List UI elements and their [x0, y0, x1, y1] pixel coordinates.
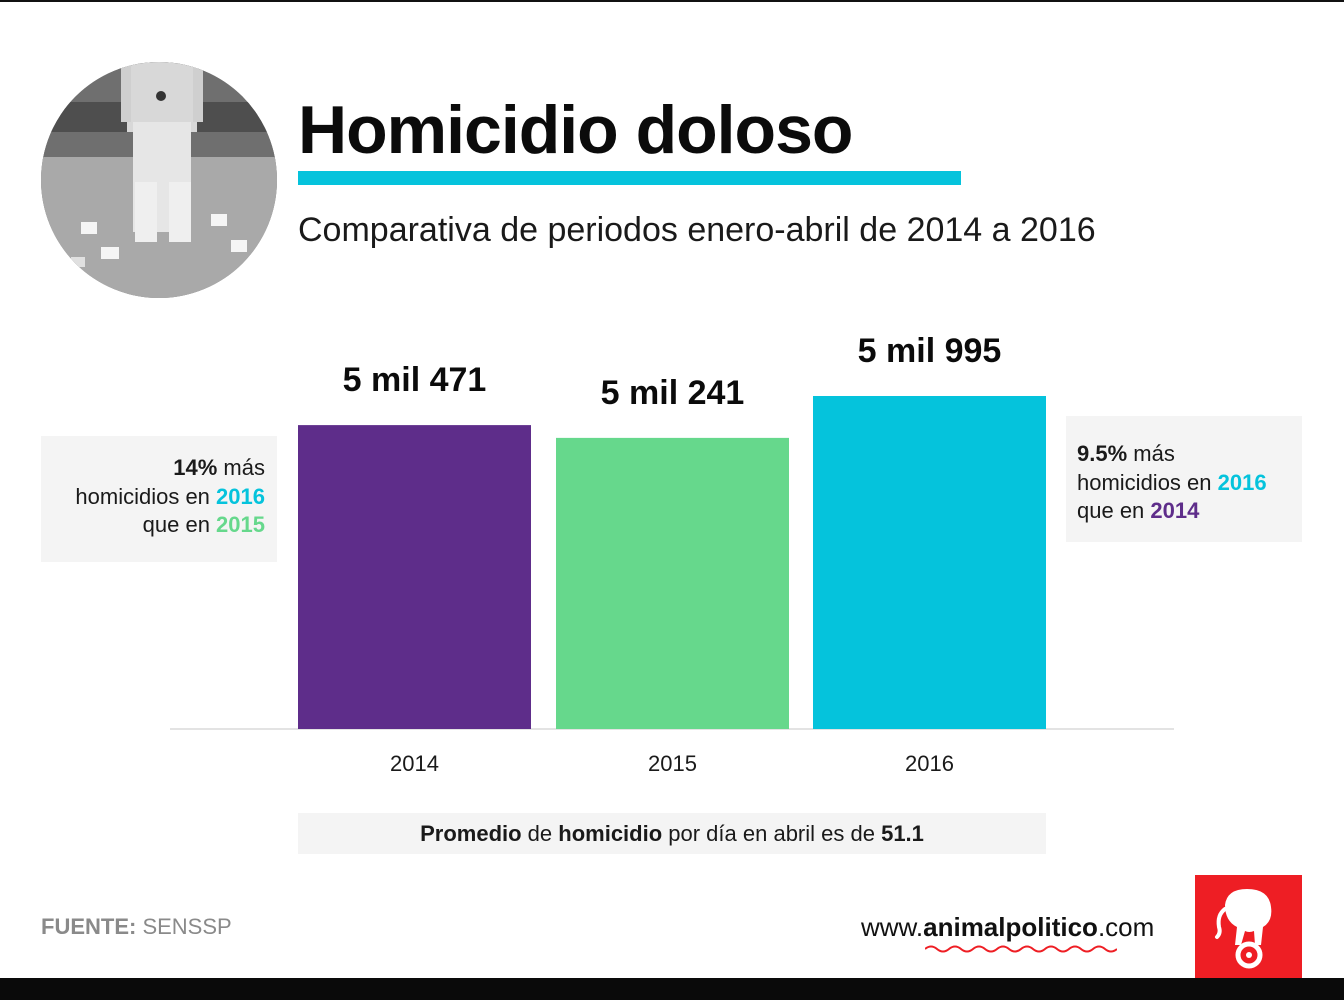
site-suffix: .com [1097, 912, 1155, 942]
page-title: Homicidio doloso [298, 92, 853, 168]
average-word-2: de [521, 821, 559, 846]
bar-2014 [298, 425, 531, 729]
note-left-text-3: que en [142, 512, 217, 538]
average-value: 51.1 [881, 821, 924, 846]
x-tick-2014: 2014 [390, 751, 439, 776]
average-word-1: Promedio [420, 821, 522, 846]
source-label: FUENTE: [41, 914, 137, 939]
note-right-pct: 9.5% [1077, 441, 1128, 466]
page-subtitle: Comparativa de periodos enero-abril de 2… [298, 211, 1096, 249]
x-tick-2015: 2015 [648, 751, 697, 776]
note-right-year-b: 2014 [1150, 498, 1200, 524]
note-left: 14% más homicidios en 2016 que en 2015 [41, 436, 277, 562]
bar-2015 [556, 437, 789, 729]
note-right-text-1: más [1127, 441, 1175, 466]
bar-2016 [813, 396, 1046, 729]
top-border [0, 0, 1344, 2]
value-label-2015: 5 mil 241 [601, 374, 745, 412]
average-word-3: homicidio [558, 821, 663, 846]
elephant-logo-icon [1195, 875, 1302, 978]
site-prefix: www. [861, 912, 924, 942]
site-wave-underline [925, 945, 1117, 953]
note-left-year-a: 2016 [216, 483, 265, 509]
source-credit: FUENTE: SENSSP [41, 914, 232, 940]
note-left-pct: 14% [173, 455, 218, 480]
crime-scene-photo [41, 62, 277, 298]
note-right-text-2: homicidios en [1077, 469, 1218, 495]
note-left-year-b: 2015 [216, 512, 265, 538]
bottom-border [0, 978, 1344, 1000]
note-left-text-2: homicidios en [75, 483, 217, 509]
note-right-text-3: que en [1077, 498, 1151, 524]
value-label-2016: 5 mil 995 [858, 332, 1002, 370]
site-link[interactable]: www.animalpolitico.com [861, 912, 1154, 943]
average-word-4: por día en abril es de [662, 821, 882, 846]
average-box: Promedio de homicidio por día en abril e… [298, 813, 1046, 854]
note-right-year-a: 2016 [1217, 469, 1267, 495]
source-value: SENSSP [136, 914, 232, 939]
title-underline [298, 171, 961, 185]
note-left-text-1: más [217, 455, 265, 480]
note-right: 9.5% más homicidios en 2016 que en 2014 [1066, 416, 1302, 542]
value-label-2014: 5 mil 471 [343, 361, 487, 399]
site-name: animalpolitico [923, 912, 1098, 942]
x-tick-2016: 2016 [905, 751, 954, 776]
